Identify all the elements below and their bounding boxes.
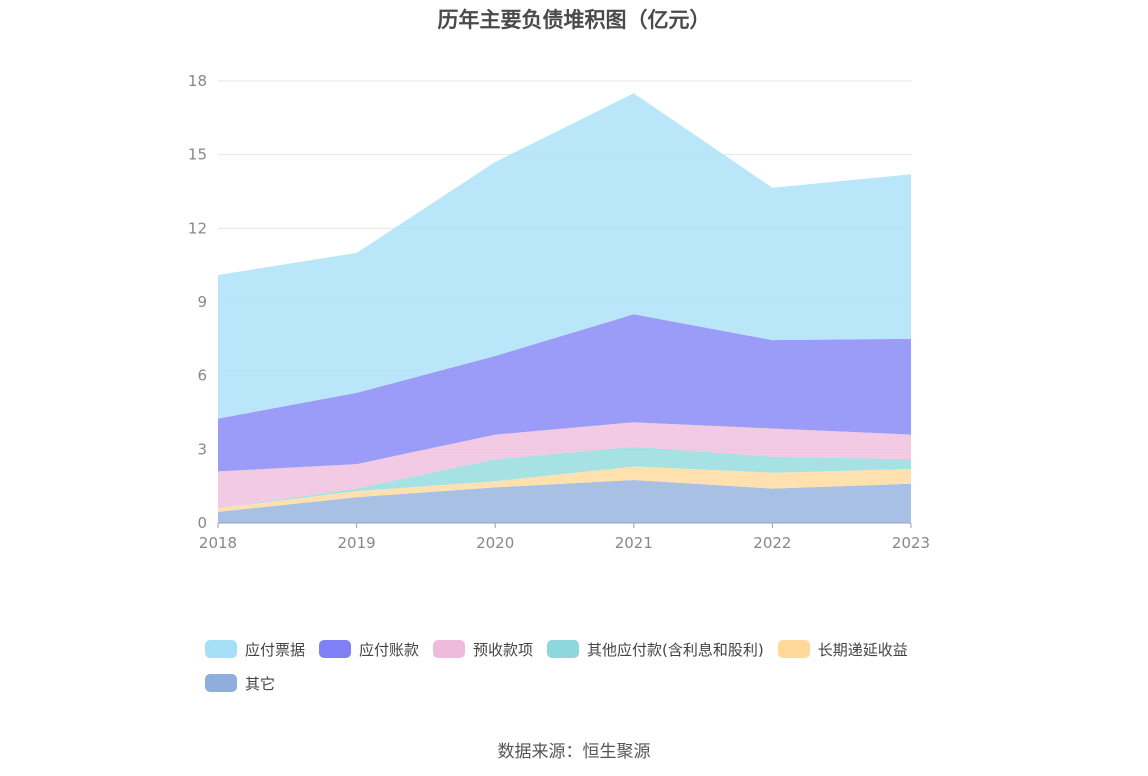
- legend-label: 其他应付款(含利息和股利): [587, 640, 764, 659]
- x-tick-label: 2018: [199, 534, 237, 552]
- legend-swatch: [205, 640, 237, 658]
- area-0: [218, 480, 911, 523]
- y-tick-label: 15: [188, 146, 207, 164]
- legend-swatch: [777, 640, 810, 658]
- legend-item[interactable]: 应付账款: [319, 638, 419, 660]
- legend-item[interactable]: 长期递延收益: [777, 638, 908, 660]
- x-tick-label: 2020: [476, 534, 514, 552]
- area-3: [218, 422, 911, 509]
- y-tick-label: 0: [197, 514, 207, 532]
- legend-label: 应付账款: [359, 640, 420, 659]
- y-tick-label: 18: [188, 72, 207, 90]
- x-tick-label: 2021: [615, 534, 653, 552]
- y-tick-label: 12: [188, 219, 207, 237]
- source-note: 数据来源：恒生聚源: [497, 742, 651, 762]
- x-tick-label: 2019: [338, 534, 376, 552]
- legend-label: 应付票据: [245, 640, 306, 659]
- x-tick-label: 2023: [892, 534, 930, 552]
- legend-item[interactable]: 其他应付款(含利息和股利): [547, 638, 764, 660]
- legend-swatch: [205, 674, 237, 692]
- legend-swatch: [319, 640, 352, 658]
- legend-swatch: [433, 640, 466, 658]
- y-tick-label: 3: [197, 440, 207, 458]
- legend: 应付票据 应付账款 预收款项 其他应付款(含利息和股利) 长期递延收益其它: [205, 638, 965, 694]
- legend-item[interactable]: 应付票据: [205, 638, 305, 660]
- area-5: [218, 93, 911, 419]
- legend-label: 其它: [245, 674, 276, 693]
- area-2: [218, 446, 911, 509]
- y-tick-label: 9: [197, 293, 207, 311]
- axes: 0 3 6 9 12 15 18 2018 2019 2020 2021 2022 2023: [188, 72, 930, 552]
- area-1: [218, 466, 911, 512]
- legend-swatch: [547, 640, 580, 658]
- area-4: [218, 314, 911, 472]
- y-tick-label: 6: [197, 367, 207, 385]
- legend-label: 预收款项: [473, 640, 534, 659]
- chart-title: 历年主要负债堆积图（亿元）: [437, 8, 711, 32]
- x-tick-label: 2022: [753, 534, 791, 552]
- legend-item[interactable]: 其它: [205, 672, 275, 694]
- legend-label: 长期递延收益: [817, 640, 908, 659]
- area-series: [218, 93, 911, 523]
- legend-item[interactable]: 预收款项: [433, 638, 533, 660]
